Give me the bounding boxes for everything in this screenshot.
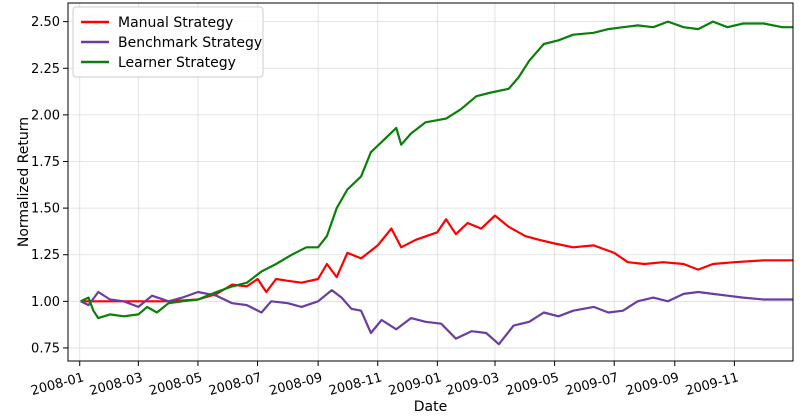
- y-tick-label: 0.75: [31, 341, 60, 356]
- x-axis-label: Date: [414, 399, 447, 415]
- legend-label: Benchmark Strategy: [118, 35, 262, 51]
- x-tick-label: 2008-01: [29, 370, 85, 399]
- x-tick-label: 2009-03: [445, 370, 501, 399]
- y-tick-label: 2.50: [31, 15, 60, 30]
- legend-label: Learner Strategy: [118, 55, 236, 71]
- x-tick-label: 2008-05: [148, 370, 204, 399]
- series-line-3: [80, 20, 793, 320]
- x-tick-label: 2008-11: [327, 370, 383, 399]
- x-tick-label: 2008-09: [268, 370, 324, 399]
- series-line-2: [80, 289, 793, 346]
- plot-frame: [67, 2, 794, 362]
- y-tick-label: 1.50: [31, 202, 60, 217]
- series-line-1: [80, 214, 793, 303]
- y-tick-label: 2.00: [31, 108, 60, 123]
- x-tick-label: 2009-01: [387, 370, 443, 399]
- y-axis-label: Normalized Return: [16, 117, 32, 247]
- legend-label: Manual Strategy: [118, 15, 233, 31]
- y-tick-label: 1.75: [31, 155, 60, 170]
- x-tick-label: 2009-07: [564, 370, 620, 399]
- x-tick-label: 2009-09: [624, 370, 680, 399]
- x-tick-label: 2008-07: [207, 370, 263, 399]
- x-axis-ticks: 2008-01 2008-03 2008-05 2008-07 2008-09 2008-…: [29, 361, 740, 399]
- y-tick-label: 1.25: [31, 248, 60, 263]
- series-layer: [80, 20, 793, 346]
- x-tick-label: 2009-11: [684, 370, 740, 399]
- legend-box: [72, 6, 264, 78]
- legend: Manual Strategy Benchmark Strategy Learner…: [72, 6, 264, 78]
- x-tick-label: 2008-03: [88, 370, 144, 399]
- y-tick-label: 2.25: [31, 62, 60, 77]
- y-axis-ticks: 0.75 1.00 1.25 1.50 1.75 2.00 2.25 2.50: [31, 15, 68, 356]
- x-tick-label: 2009-05: [504, 370, 560, 399]
- y-tick-label: 1.00: [31, 295, 60, 310]
